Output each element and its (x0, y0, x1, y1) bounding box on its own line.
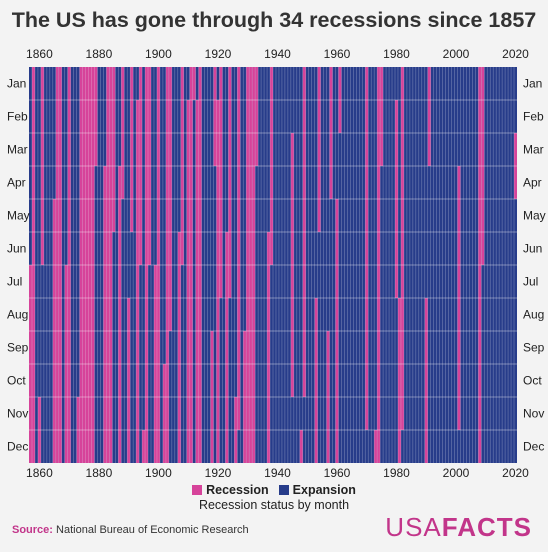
month-label-left: Nov (7, 407, 28, 421)
legend-subtitle: Recession status by month (198, 498, 350, 512)
recession-cell (424, 298, 428, 463)
year-tick-bottom: 2020 (502, 466, 529, 480)
month-label-left: Apr (7, 176, 26, 190)
year-tick-top: 1980 (383, 47, 410, 61)
month-label-right: Dec (523, 440, 544, 454)
expansion-swatch (278, 485, 289, 495)
recession-cell (225, 232, 229, 463)
recession-cell (112, 67, 116, 232)
recession-cell (213, 67, 217, 166)
month-label-left: Dec (7, 440, 28, 454)
month-label-right: Jun (523, 242, 542, 256)
month-label-right: Apr (523, 176, 542, 190)
month-label-left: May (7, 209, 30, 223)
month-label-right: Sep (523, 341, 545, 355)
legend-recession-label: Recession (206, 483, 269, 497)
recession-cell (237, 67, 241, 430)
year-tick-top: 1900 (145, 47, 172, 61)
month-label-right: Mar (523, 143, 544, 157)
year-tick-top: 1860 (26, 47, 53, 61)
recession-cell (94, 67, 98, 166)
year-tick-bottom: 1920 (205, 466, 232, 480)
month-label-left: Jul (7, 275, 22, 289)
month-label-left: Feb (7, 110, 28, 124)
recession-cell (219, 67, 223, 298)
month-label-left: Sep (7, 341, 29, 355)
recession-cell (127, 298, 131, 463)
recession-cell (374, 430, 378, 463)
recession-cell (162, 364, 166, 463)
year-tick-bottom: 1880 (86, 466, 113, 480)
recession-swatch (192, 485, 203, 495)
recession-cell (142, 430, 146, 463)
month-label-right: Jul (523, 275, 538, 289)
month-label-left: Oct (7, 374, 26, 388)
year-tick-top: 1960 (324, 47, 351, 61)
recession-cell (365, 67, 369, 430)
logo-usa: USA (385, 512, 442, 542)
month-label-left: Mar (7, 143, 28, 157)
recession-cell (299, 430, 303, 463)
year-tick-bottom: 1900 (145, 466, 172, 480)
recession-cell (267, 232, 271, 463)
recession-cell (186, 100, 190, 463)
source-note: Source: National Bureau of Economic Rese… (12, 524, 249, 536)
recession-cell (380, 67, 384, 166)
month-label-right: Oct (523, 374, 542, 388)
recession-cell (314, 298, 318, 463)
recession-cell (427, 67, 431, 166)
year-tick-bottom: 1940 (264, 466, 291, 480)
recession-cell (136, 100, 140, 463)
year-tick-top: 1880 (86, 47, 113, 61)
year-tick-top: 1940 (264, 47, 291, 61)
recession-cell (130, 67, 134, 232)
year-tick-top: 2000 (443, 47, 470, 61)
recession-cell (118, 166, 122, 463)
year-tick-bottom: 1980 (383, 466, 410, 480)
month-label-left: Jun (7, 242, 26, 256)
recession-cell (216, 100, 220, 463)
source-text: National Bureau of Economic Research (56, 524, 249, 536)
chart-title: The US has gone through 34 recessions si… (11, 8, 537, 32)
month-label-left: Aug (7, 308, 28, 322)
source-label: Source: (12, 524, 53, 536)
month-label-right: Feb (523, 110, 544, 124)
recession-cell (103, 166, 107, 463)
usafacts-logo: USAFACTS (385, 512, 532, 543)
month-label-left: Jan (7, 77, 26, 91)
recession-cell (255, 67, 259, 166)
recession-heatmap: Jan Jan Feb Feb Mar Mar Apr Apr May May Jun Jun Jul J… (7, 47, 546, 480)
year-tick-bottom: 1960 (324, 466, 351, 480)
month-label-right: May (523, 209, 546, 223)
grid-lines (29, 67, 517, 463)
recession-cell (400, 67, 404, 430)
recession-cell (317, 67, 321, 232)
recession-cell (192, 67, 196, 100)
recession-cell (177, 232, 181, 463)
recession-cell (397, 298, 401, 463)
recession-cell (195, 100, 199, 463)
year-tick-bottom: 1860 (26, 466, 53, 480)
year-tick-top: 1920 (205, 47, 232, 61)
legend-expansion: Expansion (278, 483, 356, 497)
year-tick-top: 2020 (502, 47, 529, 61)
month-label-right: Jan (523, 77, 542, 91)
recession-cell (228, 67, 232, 298)
logo-facts: FACTS (441, 512, 532, 542)
month-label-right: Aug (523, 308, 544, 322)
legend-expansion-label: Expansion (292, 483, 356, 497)
year-tick-bottom: 2000 (443, 466, 470, 480)
legend: Recession Expansion Recession status by … (0, 483, 548, 512)
month-label-right: Nov (523, 407, 544, 421)
legend-recession: Recession (192, 483, 269, 497)
